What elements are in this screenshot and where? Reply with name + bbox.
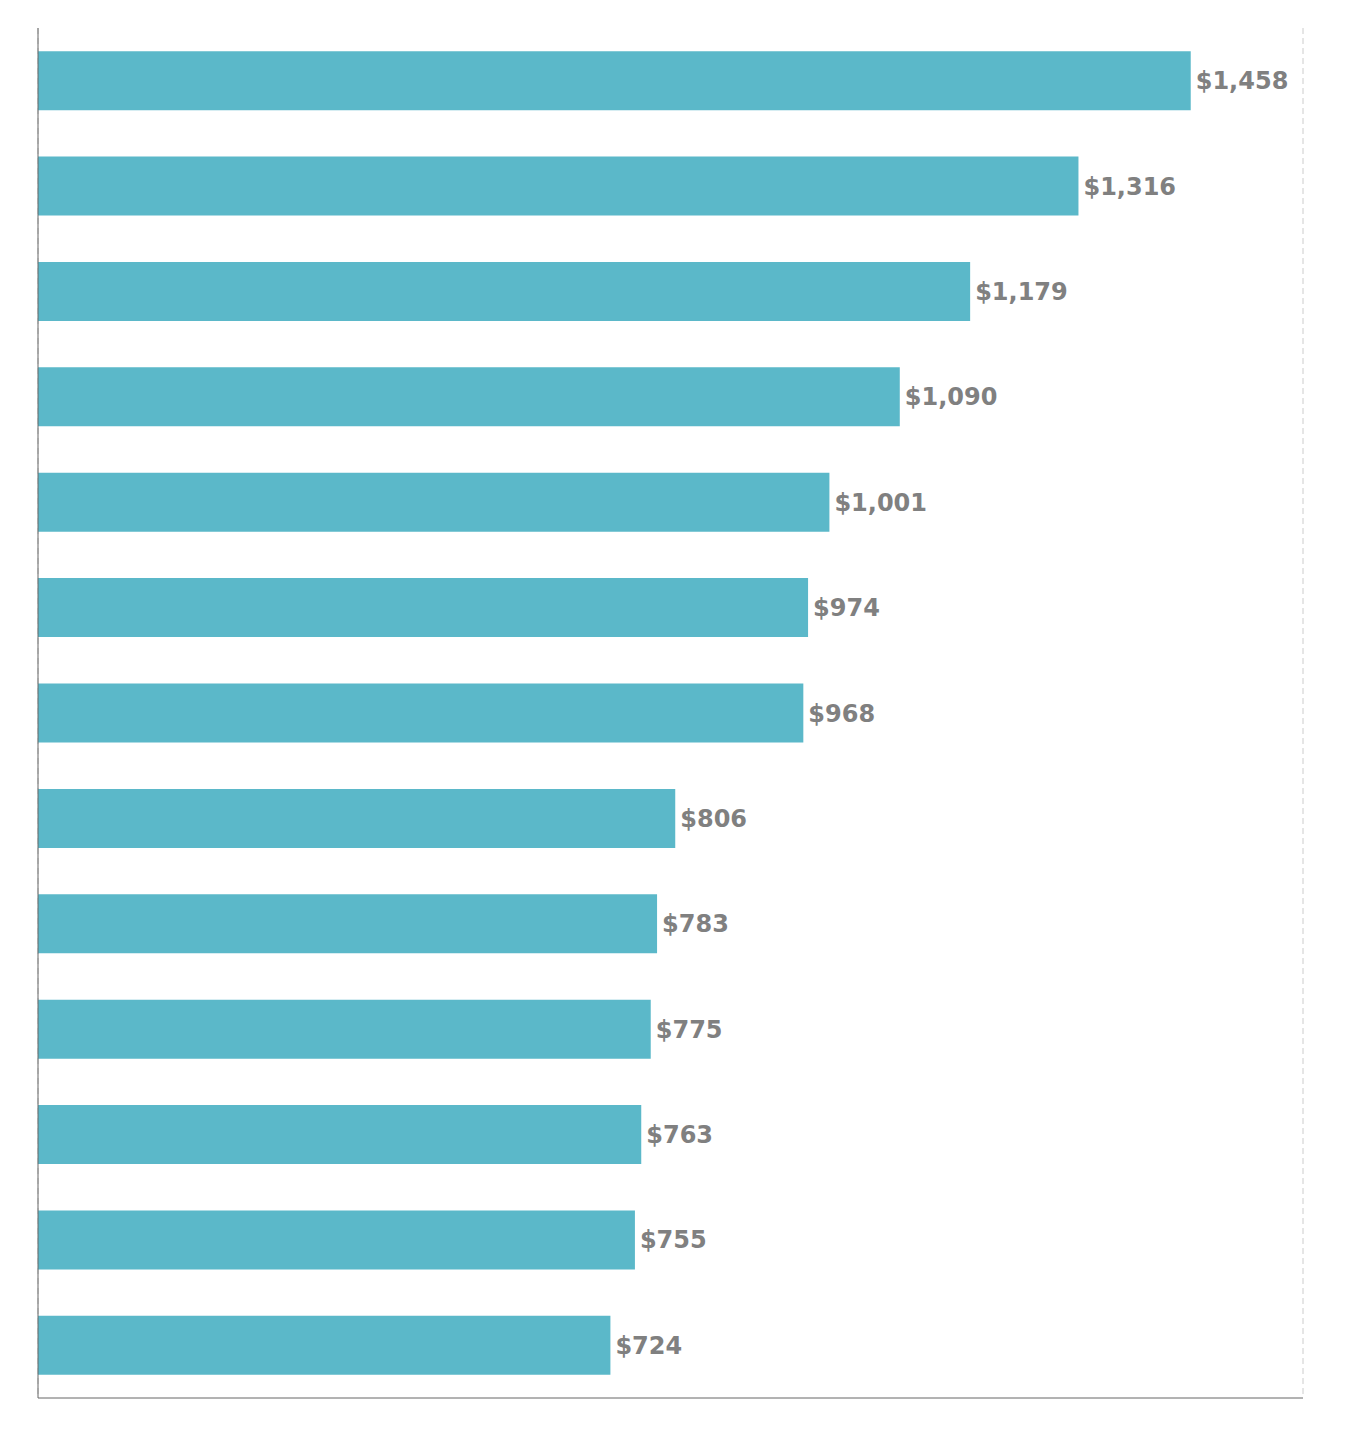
svg-text:$1,316: $1,316 — [1083, 173, 1176, 201]
svg-text:$755: $755 — [640, 1226, 707, 1254]
svg-text:$763: $763 — [646, 1121, 713, 1149]
svg-text:$775: $775 — [656, 1016, 723, 1044]
svg-text:$724: $724 — [615, 1332, 682, 1360]
svg-text:$974: $974 — [813, 594, 880, 622]
svg-text:$1,179: $1,179 — [975, 278, 1068, 306]
svg-text:$783: $783 — [662, 910, 729, 938]
svg-text:$806: $806 — [680, 805, 747, 833]
svg-text:$1,001: $1,001 — [834, 489, 927, 517]
svg-text:$1,458: $1,458 — [1196, 67, 1289, 95]
svg-text:$968: $968 — [808, 700, 875, 728]
svg-text:$1,090: $1,090 — [905, 383, 998, 411]
